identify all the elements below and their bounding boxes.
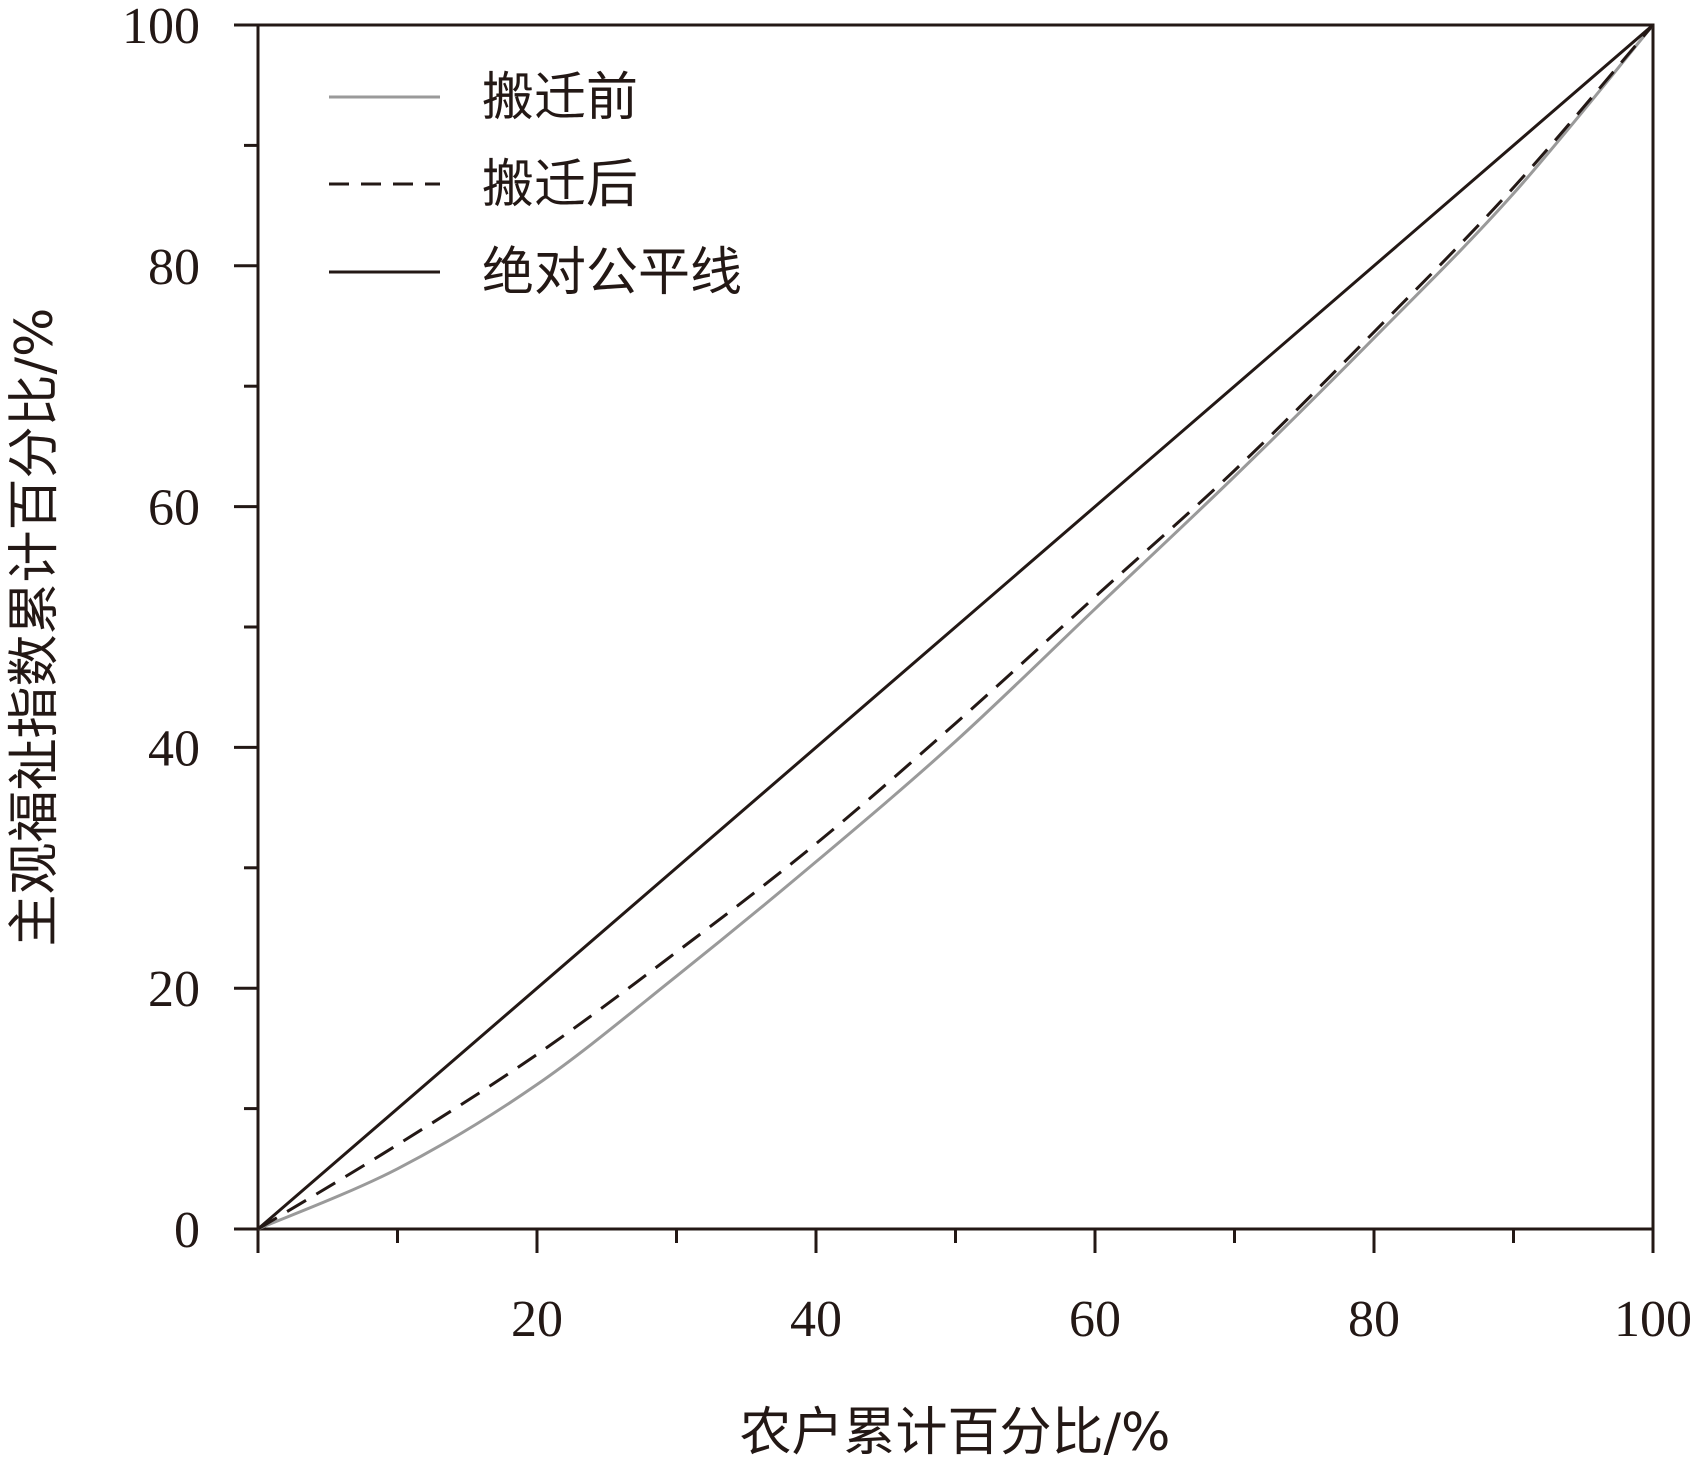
legend-item-after: 搬迁后 xyxy=(329,155,638,215)
y-tick-label: 80 xyxy=(148,239,200,296)
x-axis-title: 农户累计百分比/% xyxy=(740,1403,1171,1463)
legend-label: 绝对公平线 xyxy=(482,243,742,303)
y-tick-label: 20 xyxy=(148,961,200,1018)
legend-label: 搬迁前 xyxy=(482,68,638,128)
y-axis-title: 主观福祉指数累计百分比/% xyxy=(5,308,65,947)
x-tick-label: 40 xyxy=(790,1291,842,1348)
series-before-line xyxy=(257,24,1655,1231)
x-tick-label: 100 xyxy=(1614,1291,1692,1348)
legend-item-before: 搬迁前 xyxy=(329,68,638,128)
y-tick-label: 0 xyxy=(174,1202,200,1259)
y-tick-label: 100 xyxy=(122,0,200,55)
legend-label: 搬迁后 xyxy=(482,155,638,215)
series-lines xyxy=(257,23,1655,1231)
y-tick-label: 40 xyxy=(148,720,200,777)
x-tick-label: 60 xyxy=(1069,1291,1121,1348)
axis-tick-labels: 20 40 60 80 100 0 20 40 60 80 100 xyxy=(122,0,1692,1348)
x-tick-label: 80 xyxy=(1348,1291,1400,1348)
series-after-line xyxy=(257,24,1655,1231)
axis-ticks xyxy=(234,23,1655,1253)
y-tick-label: 60 xyxy=(148,480,200,537)
series-equality-line xyxy=(257,23,1654,1231)
x-tick-label: 20 xyxy=(511,1291,563,1348)
legend-item-equality: 绝对公平线 xyxy=(329,243,742,303)
